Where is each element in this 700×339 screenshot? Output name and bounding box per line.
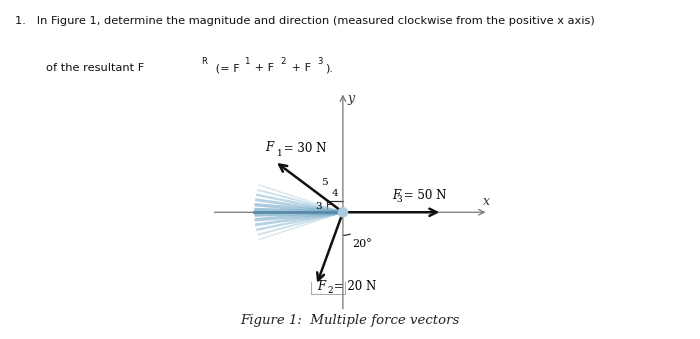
Text: = 30 N: = 30 N [280, 142, 326, 155]
Text: 20°: 20° [352, 239, 372, 249]
Text: x: x [483, 195, 490, 208]
Text: 2: 2 [328, 286, 333, 295]
Text: ).: ). [325, 63, 332, 74]
Text: (= F: (= F [212, 63, 240, 74]
Text: R: R [201, 57, 207, 66]
Text: 1.   In Figure 1, determine the magnitude and direction (measured clockwise from: 1. In Figure 1, determine the magnitude … [15, 16, 595, 26]
Text: F: F [393, 188, 400, 202]
Text: 4: 4 [332, 189, 338, 198]
Text: of the resultant F: of the resultant F [46, 63, 144, 74]
Text: + F: + F [251, 63, 274, 74]
Text: 3: 3 [397, 196, 402, 204]
Text: Figure 1:  Multiple force vectors: Figure 1: Multiple force vectors [240, 314, 460, 327]
Text: 1: 1 [277, 148, 283, 158]
Text: F: F [265, 141, 273, 154]
Circle shape [338, 208, 347, 217]
Text: 3: 3 [316, 202, 322, 211]
Text: 2: 2 [281, 57, 286, 66]
Text: = 20 N: = 20 N [330, 280, 377, 293]
Text: 1: 1 [244, 57, 249, 66]
Text: = 50 N: = 50 N [400, 188, 446, 202]
Text: y: y [347, 93, 354, 105]
Text: F: F [317, 280, 325, 293]
Text: 3: 3 [318, 57, 323, 66]
Text: 5: 5 [321, 178, 328, 187]
Text: + F: + F [288, 63, 311, 74]
